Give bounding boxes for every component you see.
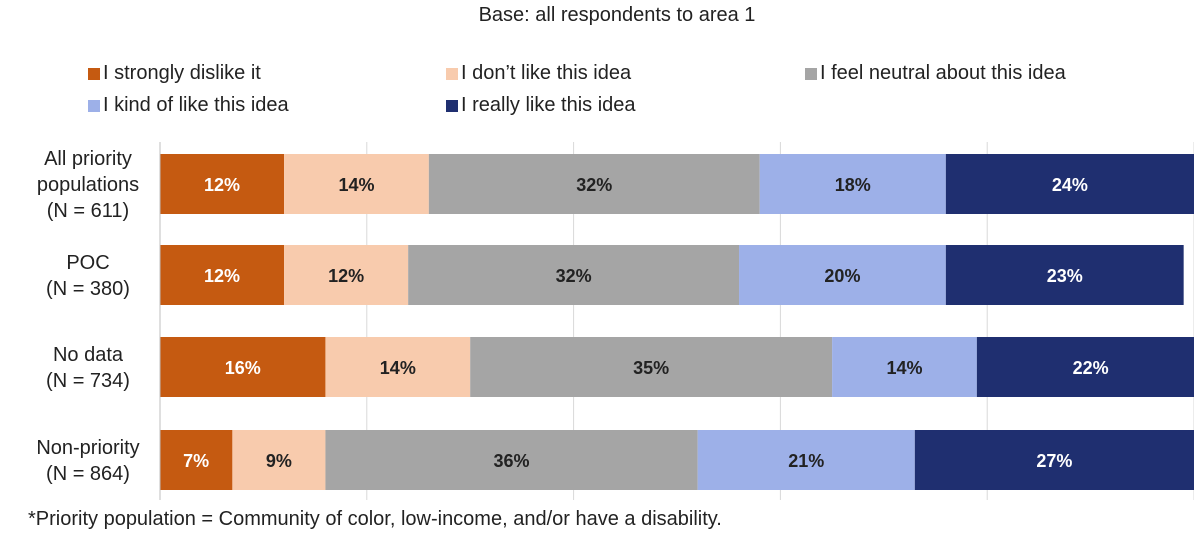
category-label: Non-priority — [36, 437, 139, 459]
data-label: 14% — [380, 358, 416, 378]
legend-label: I feel neutral about this idea — [820, 62, 1066, 84]
data-label: 9% — [266, 451, 292, 471]
data-label: 7% — [183, 451, 209, 471]
data-label: 35% — [633, 358, 669, 378]
bar-segment — [325, 430, 698, 490]
bar-segment — [160, 430, 233, 490]
legend-item-kind-of-like: I kind of like this idea — [88, 94, 289, 117]
legend-label: I don’t like this idea — [461, 62, 632, 84]
bar-segment — [160, 154, 285, 214]
bar-segment — [914, 430, 1194, 490]
legend-swatch — [446, 67, 458, 80]
category-label: POC — [66, 252, 109, 274]
bar-segment — [470, 337, 833, 397]
bar-segment — [697, 430, 915, 490]
data-label: 12% — [328, 266, 364, 286]
data-label: 14% — [338, 175, 374, 195]
bar-segment — [832, 337, 977, 397]
data-label: 32% — [556, 266, 592, 286]
legend-item-really-like: I really like this idea — [446, 94, 636, 117]
bar-segment — [976, 337, 1194, 397]
legend-swatch — [88, 99, 100, 112]
chart-subtitle: Base: all respondents to area 1 — [478, 4, 756, 26]
bar-segment — [759, 154, 946, 214]
bar-segment — [945, 154, 1194, 214]
legend-item-dont-like: I don’t like this idea — [446, 62, 631, 85]
data-label: 22% — [1073, 358, 1109, 378]
category-label: (N = 864) — [46, 463, 130, 485]
data-label: 12% — [204, 266, 240, 286]
data-label: 36% — [494, 451, 530, 471]
data-label: 14% — [886, 358, 922, 378]
data-label: 16% — [225, 358, 261, 378]
bar-segment — [284, 154, 429, 214]
legend-label: I strongly dislike it — [103, 62, 261, 84]
legend-label: I kind of like this idea — [103, 94, 289, 116]
bar-segment — [232, 430, 326, 490]
category-label: No data — [53, 344, 124, 366]
chart-footnote: *Priority population = Community of colo… — [28, 508, 722, 530]
data-label: 20% — [824, 266, 860, 286]
category-label: populations — [37, 174, 139, 196]
bar-segment — [160, 245, 285, 305]
legend-label: I really like this idea — [461, 94, 636, 116]
bar-segment — [428, 154, 760, 214]
legend-item-strongly-dislike: I strongly dislike it — [88, 62, 261, 85]
category-label: (N = 734) — [46, 370, 130, 392]
bar-segment — [284, 245, 409, 305]
data-label: 27% — [1036, 451, 1072, 471]
category-label: (N = 611) — [47, 200, 129, 222]
category-label: (N = 380) — [46, 278, 130, 300]
legend-swatch — [88, 67, 100, 80]
data-label: 21% — [788, 451, 824, 471]
legend-swatch — [446, 99, 458, 112]
bar-segment — [739, 245, 946, 305]
category-label: All priority — [44, 148, 132, 170]
data-label: 32% — [576, 175, 612, 195]
data-label: 24% — [1052, 175, 1088, 195]
bar-segment — [325, 337, 471, 397]
data-label: 23% — [1047, 266, 1083, 286]
bar-segment — [408, 245, 740, 305]
legend-swatch — [805, 67, 817, 80]
data-label: 18% — [835, 175, 871, 195]
bar-segment — [160, 337, 326, 397]
bar-segment — [945, 245, 1184, 305]
data-label: 12% — [204, 175, 240, 195]
legend-item-neutral: I feel neutral about this idea — [805, 62, 1066, 85]
